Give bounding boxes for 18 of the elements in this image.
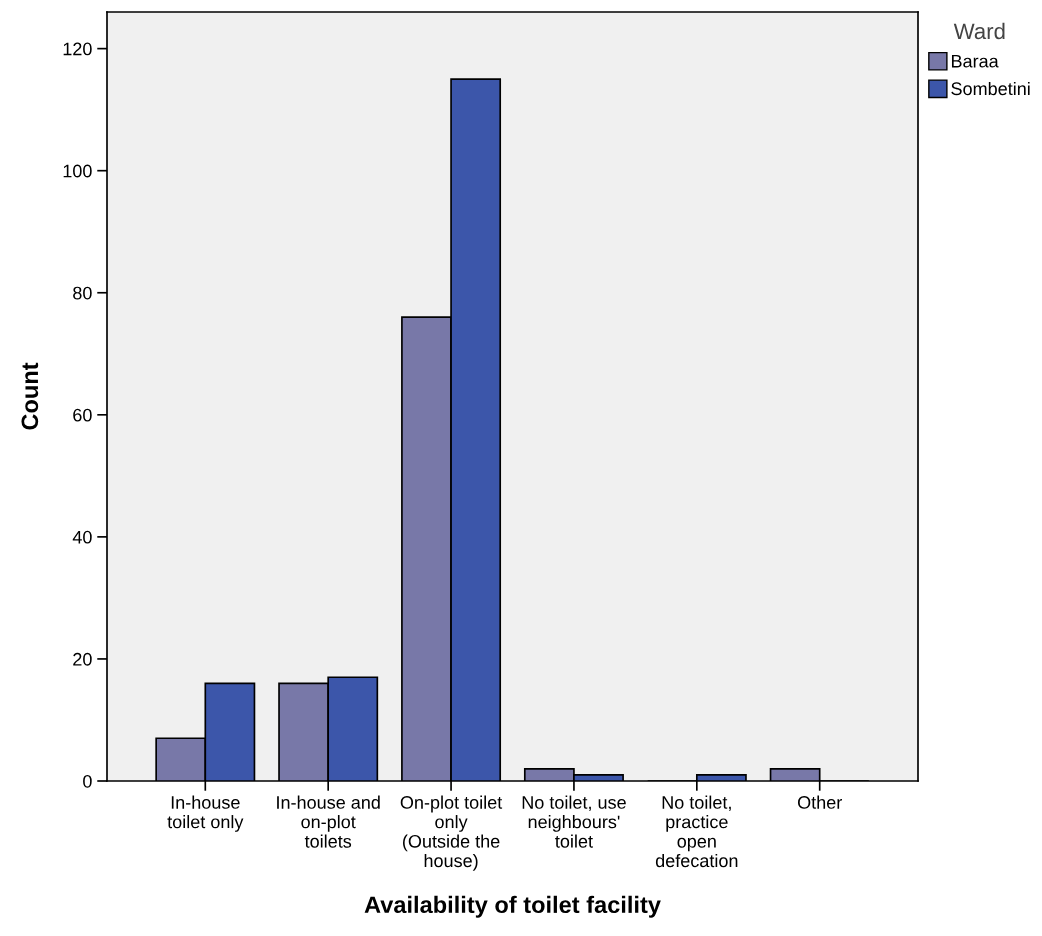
x-tick-label: In-house and on-plot toilets <box>277 795 380 848</box>
y-tick-label: 40 <box>72 530 92 544</box>
y-tick-label: 20 <box>73 652 92 666</box>
y-tick-label: 100 <box>63 164 92 178</box>
x-tick-label: No toilet, use neighbours' toilet <box>522 795 626 848</box>
legend-title: Ward <box>953 22 1005 40</box>
legend-label: Baraa <box>951 54 999 68</box>
y-tick-label: 0 <box>83 774 92 788</box>
x-tick-label: No toilet, practice open defecation <box>655 795 738 868</box>
x-tick-label: On-plot toilet only (Outside the house) <box>400 795 503 871</box>
x-tick-label: In-house toilet only <box>167 795 244 832</box>
y-axis-title: Count <box>21 362 39 430</box>
x-tick-label: Other <box>797 795 842 809</box>
legend-label: Sombetini <box>951 81 1030 96</box>
y-tick-label: 60 <box>73 408 92 422</box>
y-tick-label: 80 <box>73 286 92 300</box>
x-axis-title: Availability of toilet facility <box>364 895 661 918</box>
y-tick-label: 120 <box>63 42 92 56</box>
